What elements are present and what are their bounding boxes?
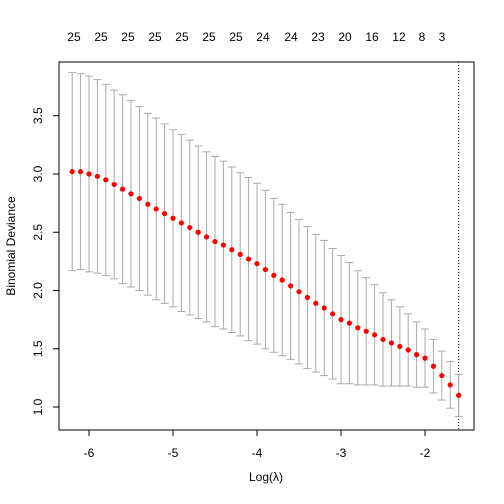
top-label: 25: [121, 30, 135, 44]
y-tick-label: 2.5: [31, 224, 45, 241]
top-label: 25: [175, 30, 189, 44]
point: [86, 171, 92, 177]
point: [338, 317, 344, 323]
point: [271, 272, 277, 278]
point: [313, 300, 319, 306]
point: [397, 343, 403, 350]
y-axis-label: Binomial Deviance: [4, 196, 18, 296]
top-label: 25: [94, 30, 108, 44]
point: [170, 215, 176, 221]
point: [204, 234, 210, 240]
point: [178, 220, 184, 226]
point: [388, 340, 395, 346]
plot-frame: [58, 61, 475, 431]
point: [262, 266, 269, 273]
point: [153, 206, 159, 212]
point: [439, 372, 445, 379]
point: [136, 195, 142, 202]
point: [119, 186, 126, 192]
top-label: 25: [148, 30, 162, 44]
point: [304, 294, 311, 301]
point: [195, 229, 201, 235]
point: [447, 382, 453, 388]
x-tick-label: -5: [168, 446, 179, 460]
x-tick-label: -4: [252, 446, 263, 460]
point: [355, 325, 361, 331]
y-tick-label: 3.5: [31, 107, 45, 124]
top-label: 24: [284, 30, 298, 44]
point: [405, 347, 411, 353]
top-label: 24: [256, 30, 270, 44]
point: [246, 256, 252, 262]
top-label: 12: [392, 30, 406, 44]
x-axis-label: Log(λ): [249, 470, 283, 484]
point: [220, 242, 227, 248]
point: [363, 328, 369, 334]
top-label: 25: [67, 30, 81, 44]
point: [321, 305, 327, 311]
top-label: 3: [439, 30, 446, 44]
point: [128, 191, 134, 197]
point: [111, 181, 117, 188]
point: [212, 238, 218, 245]
point: [330, 311, 336, 317]
point: [229, 247, 235, 253]
top-label: 25: [229, 30, 243, 44]
point: [288, 283, 294, 289]
x-tick-label: -2: [420, 446, 431, 460]
point: [456, 392, 462, 398]
point: [380, 336, 386, 343]
point: [77, 169, 84, 175]
y-tick-label: 1.5: [31, 340, 45, 357]
point: [254, 261, 260, 267]
top-label: 25: [202, 30, 216, 44]
point: [161, 211, 168, 217]
point: [414, 352, 420, 358]
point: [346, 320, 353, 326]
point: [237, 251, 243, 257]
point: [279, 277, 285, 283]
y-tick-label: 2.0: [31, 282, 45, 299]
x-tick-label: -3: [336, 446, 347, 460]
top-label: 23: [311, 30, 325, 44]
y-tick-label: 1.0: [31, 398, 45, 415]
top-label: 8: [419, 30, 426, 44]
point: [187, 224, 193, 231]
point: [296, 289, 302, 295]
point: [94, 173, 100, 179]
top-label: 16: [365, 30, 379, 44]
point: [103, 177, 109, 183]
x-tick-label: -6: [84, 446, 95, 460]
y-tick-label: 3.0: [31, 165, 45, 182]
point: [430, 363, 437, 369]
point: [422, 355, 428, 361]
point: [69, 169, 75, 175]
point: [372, 332, 378, 338]
point: [145, 201, 151, 207]
top-label: 20: [338, 30, 352, 44]
